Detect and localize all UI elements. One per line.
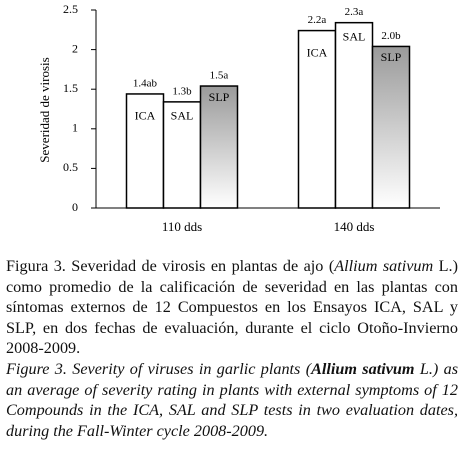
- bar: [199, 85, 239, 209]
- bar: [162, 101, 202, 209]
- caption-text: Figura 3. Severidad de virosis en planta…: [6, 257, 335, 275]
- bar-series-label: ICA: [307, 45, 328, 59]
- value-label: 2.2a: [308, 14, 327, 26]
- caption-en: Figure 3. Severity of viruses in garlic …: [6, 359, 458, 441]
- bar: [125, 93, 165, 209]
- caption-text: L.) como promedio de la calificación de …: [6, 257, 458, 358]
- chart: Severidad de virosis 0 0.5 1 1.5 2 2.5 110 dds…: [37, 2, 440, 234]
- bar: [334, 21, 374, 209]
- bar-series-label: SAL: [343, 29, 366, 43]
- caption-text: Figure 3. Severity of viruses in garlic …: [6, 359, 312, 378]
- bar-series-label: SAL: [171, 109, 194, 123]
- caption-es: Figura 3. Severidad de virosis en planta…: [6, 256, 458, 359]
- y-tick-label: 1.5: [63, 81, 78, 95]
- y-tick-label: 0.5: [63, 160, 78, 174]
- bar-series-label: SLP: [209, 90, 230, 104]
- value-label: 2.0b: [381, 30, 401, 42]
- x-tick-label: 110 dds: [162, 219, 202, 234]
- caption-text: L.) as an average of severity rating in …: [6, 359, 458, 440]
- y-tick-label: 2.5: [63, 2, 78, 16]
- y-axis-label: Severidad de virosis: [37, 57, 52, 162]
- value-label: 1.5a: [210, 70, 229, 82]
- caption-species: Allium sativum: [311, 359, 415, 378]
- bar-series-label: SLP: [381, 50, 402, 64]
- value-label: 1.3b: [172, 85, 192, 97]
- y-tick-label: 2: [72, 41, 78, 55]
- value-label: 1.4ab: [133, 77, 158, 89]
- y-tick-label: 0: [72, 200, 78, 214]
- caption-species: Allium sativum: [334, 257, 434, 275]
- value-label: 2.3a: [345, 6, 364, 18]
- caption: Figura 3. Severidad de virosis en planta…: [6, 256, 458, 441]
- x-tick-label: 140 dds: [334, 219, 375, 234]
- bar: [371, 45, 411, 209]
- y-tick-label: 1: [72, 121, 78, 135]
- bar-series-label: ICA: [135, 109, 156, 123]
